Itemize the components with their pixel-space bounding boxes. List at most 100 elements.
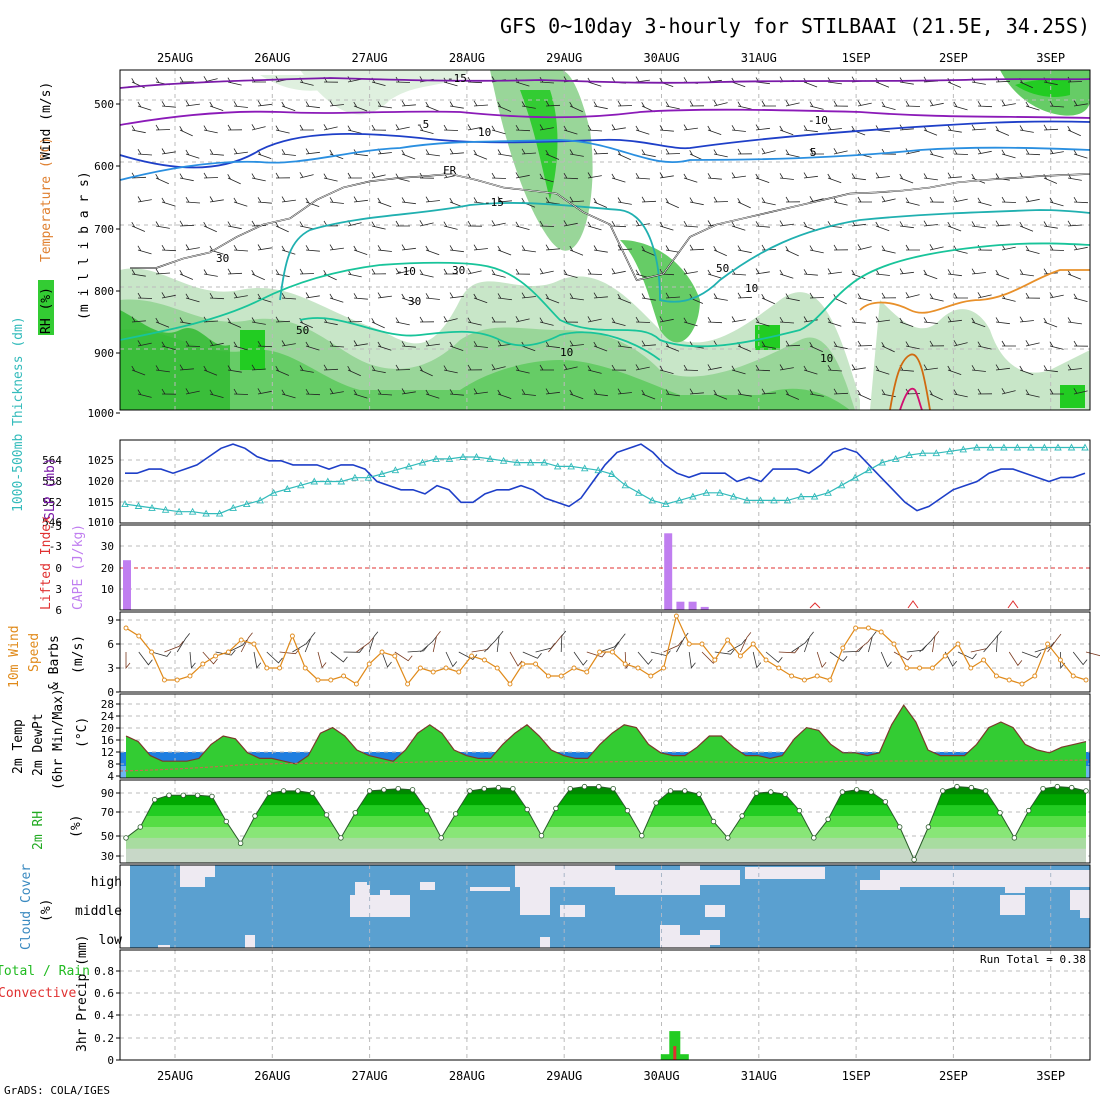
wind-barb — [593, 245, 608, 253]
wind-speed-point — [277, 665, 283, 671]
wind-barb — [377, 341, 392, 351]
wind-barb — [851, 364, 866, 371]
thickness-marker — [864, 466, 873, 474]
wind-barb — [947, 365, 962, 375]
wind-speed-point — [840, 645, 846, 651]
wind-barb — [971, 317, 986, 328]
wind-speed-point — [1032, 673, 1038, 679]
wind-barb — [329, 244, 344, 251]
thickness-marker — [797, 492, 805, 500]
wind-barb — [929, 100, 944, 107]
wind-speed-point — [392, 653, 398, 659]
cloud-units: (%) — [39, 899, 54, 922]
rh-point — [295, 788, 301, 794]
rh-point — [223, 818, 229, 825]
wind-barb — [995, 125, 1010, 136]
surface-barb — [317, 651, 327, 669]
wind-barb — [371, 172, 386, 179]
tick-label: 900 — [94, 347, 114, 360]
wind-barb — [131, 125, 146, 134]
rh-point — [854, 787, 860, 793]
wind-barb — [545, 293, 560, 304]
wind-barb — [929, 244, 944, 251]
wind-barb — [545, 341, 560, 349]
thickness-marker — [1000, 443, 1008, 451]
wind-barb — [539, 124, 554, 131]
wind-barb — [1019, 365, 1034, 376]
wind-barb — [881, 389, 896, 398]
wind-speed-point — [328, 677, 334, 683]
wind-barb — [395, 317, 410, 326]
wind-barb — [851, 317, 866, 324]
wind-barb — [803, 365, 818, 375]
wind-speed-point — [699, 641, 705, 647]
cape-bar — [123, 560, 131, 610]
wind-speed-point — [302, 665, 308, 671]
wind-barb — [755, 268, 770, 275]
surface-barb — [445, 651, 458, 668]
tick-label: 0 — [107, 1054, 114, 1067]
wind-barb — [713, 149, 728, 158]
li-tick: 6 — [55, 604, 62, 617]
cape-bars — [123, 533, 709, 610]
temp-line — [125, 704, 1087, 765]
rh-point — [1083, 788, 1089, 794]
thickness-marker — [1067, 443, 1076, 451]
p6-axis: 90 70 50 30 — [101, 787, 120, 863]
wind-barb — [281, 101, 296, 112]
wind-barb — [155, 365, 170, 373]
cape-tick: 20 — [101, 562, 114, 575]
wind-barb — [353, 196, 368, 203]
wind-barb — [161, 341, 176, 350]
minmax-label: (6hr Min/Max) — [51, 688, 66, 790]
surface-barb — [420, 636, 437, 653]
wind-speed-point — [558, 673, 564, 679]
cloud-label: Cloud Cover — [19, 864, 34, 950]
wind-barb — [635, 316, 651, 323]
precip-bar — [677, 1054, 689, 1060]
wind-barb — [515, 221, 530, 230]
thickness-marker — [215, 509, 224, 517]
wind-barb — [617, 293, 632, 304]
wind-barb — [203, 125, 218, 134]
wind-barb — [425, 149, 440, 157]
wind-barb — [665, 197, 679, 209]
surface-barb — [829, 651, 848, 662]
thickness-marker — [770, 496, 778, 504]
wind-barb — [371, 221, 386, 230]
panel-precip: Run Total = 0.38 0.8 0.6 0.4 0.2 0 Total / R… — [0, 935, 1091, 1067]
wind-barb — [377, 101, 392, 109]
wind-barb — [161, 197, 176, 207]
wind-barb — [323, 173, 338, 182]
thickness-markers — [121, 443, 1089, 517]
wind-barb — [713, 245, 727, 257]
surface-barb — [996, 630, 1002, 653]
wind-barb — [665, 389, 680, 397]
upper-wind-barbs — [131, 76, 1089, 401]
wind-barb — [977, 100, 993, 108]
cape-bar — [664, 533, 673, 610]
wind-barb — [587, 316, 602, 323]
surface-barb — [407, 645, 428, 653]
wind-barb — [587, 124, 603, 132]
wind-barb — [131, 269, 146, 277]
thickness-marker — [959, 445, 968, 453]
wind-barb — [275, 125, 290, 134]
surface-barb — [304, 631, 316, 653]
thickness-marker — [689, 492, 697, 500]
wind-barb — [209, 149, 224, 156]
wind-barb — [737, 101, 752, 110]
cloud-clear-blocks — [158, 865, 1090, 948]
wind-barb — [1025, 292, 1041, 299]
wind-speed-point — [1019, 681, 1025, 687]
wind-barb — [755, 364, 771, 372]
wind-barb — [587, 221, 602, 231]
wind-barb — [467, 268, 482, 275]
wind-barb — [443, 268, 458, 275]
thickness-marker — [851, 473, 859, 481]
surface-barb — [215, 649, 236, 656]
wind-barb — [161, 101, 176, 108]
wind-barb — [425, 196, 440, 203]
wind-speed-point — [1083, 677, 1089, 683]
wind-barb — [539, 268, 554, 275]
